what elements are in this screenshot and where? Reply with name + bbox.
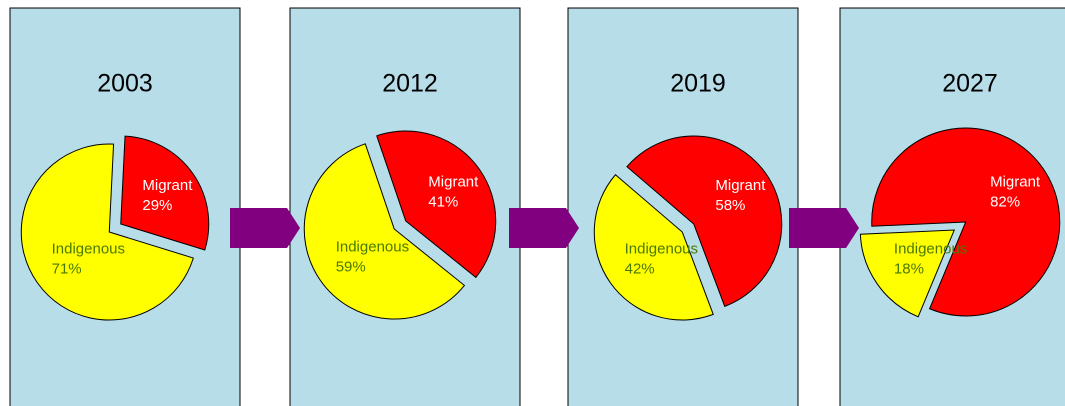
pie-slice: [20, 143, 194, 321]
value-label: 29%: [142, 197, 172, 214]
arrow: [509, 208, 579, 248]
value-label: 71%: [52, 261, 82, 278]
chart-title: 2019: [670, 70, 726, 98]
slice-label: Migrant: [428, 174, 479, 191]
pie-slice: [871, 127, 1061, 317]
pie-slice: [593, 174, 714, 321]
value-label: 58%: [715, 197, 745, 214]
chart-title: 2012: [382, 70, 438, 98]
pie-slice: [859, 229, 956, 318]
pie-slice: [120, 135, 210, 251]
pie-slice: [626, 135, 783, 308]
pie-slice: [303, 143, 466, 320]
slice-label: Indigenous: [894, 241, 967, 258]
slice-label: Indigenous: [336, 238, 409, 255]
slice-label: Indigenous: [625, 241, 698, 258]
arrow: [789, 208, 859, 248]
slice-label: Indigenous: [52, 241, 125, 258]
value-label: 82%: [990, 193, 1020, 210]
value-label: 59%: [336, 258, 366, 275]
slice-label: Migrant: [142, 177, 193, 194]
chart-title: 2027: [942, 70, 998, 98]
value-label: 42%: [625, 261, 655, 278]
chart-title: 2003: [97, 70, 153, 98]
arrow: [230, 208, 300, 248]
value-label: 18%: [894, 261, 924, 278]
slice-label: Migrant: [715, 177, 766, 194]
slice-label: Migrant: [990, 173, 1041, 190]
value-label: 41%: [428, 194, 458, 211]
arrows: [230, 208, 859, 248]
pie-slice: [376, 130, 497, 279]
